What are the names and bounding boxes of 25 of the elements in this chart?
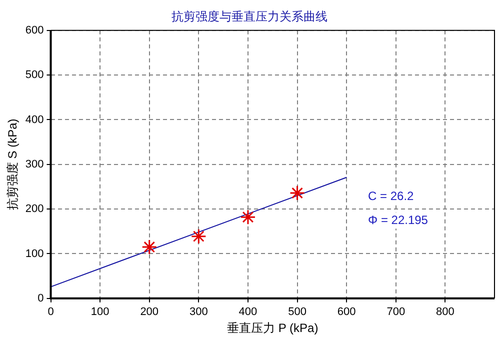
x-tick-label: 200 xyxy=(140,306,159,318)
y-tick-label: 100 xyxy=(25,248,44,260)
x-tick-label: 0 xyxy=(48,306,54,318)
y-tick-label: 200 xyxy=(25,203,44,216)
point xyxy=(240,209,256,225)
annotation: Φ = 22.195 xyxy=(368,212,428,227)
x-tick-label: 600 xyxy=(337,306,356,318)
x-tick-label: 700 xyxy=(386,306,406,318)
chart-title: 抗剪强度与垂直压力关系曲线 xyxy=(172,10,328,24)
y-tick-label: 500 xyxy=(25,69,44,82)
y-tick-label: 400 xyxy=(25,114,44,126)
point xyxy=(142,239,158,255)
x-tick-label: 500 xyxy=(288,306,306,318)
y-tick-label: 300 xyxy=(25,158,44,170)
x-axis-title: 垂直压力 P (kPa) xyxy=(227,321,318,336)
x-tick-label: 400 xyxy=(238,306,258,318)
y-axis-title: 抗剪强度 S (kPa) xyxy=(6,118,20,210)
point xyxy=(190,228,206,244)
x-tick-label: 100 xyxy=(90,306,110,318)
point xyxy=(290,185,306,201)
x-tick-label: 300 xyxy=(189,306,208,318)
annotation: C = 26.2 xyxy=(368,188,414,203)
x-tick-label: 800 xyxy=(436,306,454,318)
y-tick-label: 600 xyxy=(25,24,44,36)
y-tick-label: 0 xyxy=(38,292,44,304)
